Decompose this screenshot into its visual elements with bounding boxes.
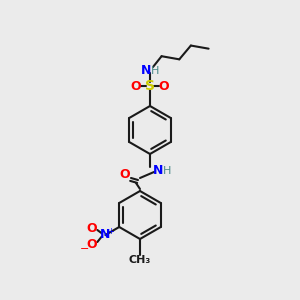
Text: S: S (145, 79, 155, 93)
Text: H: H (151, 66, 159, 76)
Text: O: O (86, 221, 97, 235)
Text: O: O (86, 238, 97, 250)
Text: N: N (141, 64, 151, 76)
Text: O: O (131, 80, 141, 92)
Text: +: + (107, 226, 114, 236)
Text: H: H (163, 166, 171, 176)
Text: O: O (120, 167, 130, 181)
Text: CH₃: CH₃ (129, 255, 151, 265)
Text: N: N (100, 229, 110, 242)
Text: O: O (159, 80, 169, 92)
Text: N: N (153, 164, 163, 176)
Text: −: − (80, 244, 89, 254)
